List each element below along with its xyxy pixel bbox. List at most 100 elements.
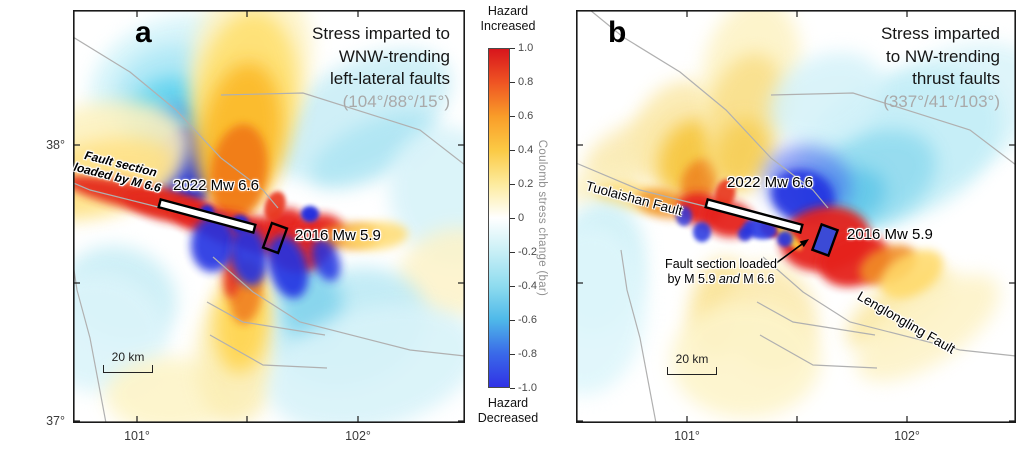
stress-map-b xyxy=(576,10,1016,423)
fault-trace-line xyxy=(209,334,328,369)
fault-trace-line xyxy=(620,249,657,423)
fault-trace-line xyxy=(206,301,326,336)
annotation-arrowhead xyxy=(799,239,809,248)
fault-trace-line xyxy=(576,162,709,208)
title-line: thrust faults xyxy=(912,69,1000,89)
stress-lobe xyxy=(230,226,268,286)
label-loaded-section: Fault section loaded by M 5.9 and M 6.6 xyxy=(665,257,777,286)
stress-map-a xyxy=(73,10,465,423)
y-axis-tick-label: 37° xyxy=(46,414,65,428)
stress-lobe xyxy=(856,274,1000,382)
colorbar-tick xyxy=(510,150,515,152)
panel-b: b Stress imparted to NW-trending thrust … xyxy=(576,10,1016,443)
fault-mechanism-a: (104°/88°/15°) xyxy=(342,91,450,111)
stress-lobe xyxy=(714,118,768,194)
fault-trace-line xyxy=(759,334,878,369)
annotation-arrow-line xyxy=(774,243,803,265)
scale-bar-label: 20 km xyxy=(675,352,709,366)
rupture-2016 xyxy=(261,221,289,255)
fault-trace-line xyxy=(220,92,465,166)
stress-lobe xyxy=(676,206,692,226)
label-2022-rupture: 2022 Mw 6.6 xyxy=(173,177,259,194)
stress-lobe xyxy=(693,222,711,242)
x-axis-tick-label: 101° xyxy=(674,429,700,443)
colorbar-tick xyxy=(510,286,515,288)
stress-lobe xyxy=(344,221,408,251)
fault-trace-line xyxy=(770,92,1016,166)
x-axis-tick-label: 101° xyxy=(124,429,150,443)
label-2022-rupture: 2022 Mw 6.6 xyxy=(727,174,813,191)
stress-lobe xyxy=(396,228,465,322)
fault-trace-line xyxy=(756,301,876,336)
x-axis-tick-label: 102° xyxy=(345,429,371,443)
colorbar-top-label: Hazard Increased xyxy=(480,4,536,33)
colorbar-tick xyxy=(510,48,515,50)
rupture-2022 xyxy=(157,197,257,235)
colorbar-tick-label: -0.2 xyxy=(518,246,537,258)
stress-lobe xyxy=(190,216,236,272)
colorbar-tick-label: 0.2 xyxy=(518,178,534,190)
stress-title-b: Stress imparted to NW-trending thrust fa… xyxy=(881,23,1000,113)
stress-lobe xyxy=(388,126,465,264)
stress-lobe xyxy=(301,206,319,222)
panel-letter-a: a xyxy=(135,16,152,49)
stress-lobe xyxy=(738,227,752,241)
colorbar-tick-label: 1.0 xyxy=(518,42,534,54)
stress-lobe xyxy=(880,249,944,299)
colorbar-tick-label: 0.8 xyxy=(518,76,534,88)
panel-letter-b: b xyxy=(608,16,627,49)
scale-bar-line xyxy=(103,365,153,374)
colorbar-tick xyxy=(510,116,515,118)
rupture-2022 xyxy=(704,197,804,235)
colorbar-gradient xyxy=(488,48,510,388)
colorbar-tick xyxy=(510,388,515,390)
scale-bar-a: 20 km xyxy=(103,350,153,374)
title-line: to NW-trending xyxy=(885,46,1000,66)
colorbar-bottom-label: Hazard Decreased xyxy=(477,396,539,425)
stress-lobe xyxy=(311,238,341,282)
colorbar-tick-label: 0.4 xyxy=(518,144,534,156)
fault-trace-line xyxy=(762,256,1016,357)
title-line: left-lateral faults xyxy=(330,69,450,89)
colorbar-tick xyxy=(510,252,515,254)
stress-lobe xyxy=(267,303,465,423)
colorbar-tick-label: 0.6 xyxy=(518,110,534,122)
title-line: WNW-trending xyxy=(338,46,450,66)
rupture-2016 xyxy=(810,222,840,258)
stress-lobe xyxy=(268,49,452,181)
panel-border xyxy=(73,10,465,423)
x-axis-tick-label: 102° xyxy=(894,429,920,443)
fault-trace-line xyxy=(73,182,159,208)
colorbar-tick-label: -0.6 xyxy=(518,314,537,326)
panel-border xyxy=(576,10,1016,423)
fault-trace-line xyxy=(589,10,829,209)
colorbar-tick-label: -0.4 xyxy=(518,280,537,292)
stress-lobe xyxy=(73,271,168,393)
colorbar-tick-label: 0 xyxy=(518,212,525,224)
scale-bar-label: 20 km xyxy=(111,350,145,364)
fault-trace-line xyxy=(212,256,465,357)
colorbar-tick-label: -1.0 xyxy=(518,382,537,394)
colorbar-tick xyxy=(510,218,515,220)
title-line: Stress imparted to xyxy=(312,24,450,43)
stress-lobe xyxy=(714,179,736,209)
fault-trace-line xyxy=(73,36,279,209)
stress-lobe xyxy=(671,302,821,418)
label-2016-rupture: 2016 Mw 5.9 xyxy=(295,227,381,244)
label-2016-rupture: 2016 Mw 5.9 xyxy=(847,226,933,243)
colorbar-tick xyxy=(510,354,515,356)
scale-bar-b: 20 km xyxy=(667,352,717,376)
colorbar-tick xyxy=(510,82,515,84)
stress-title-a: Stress imparted to WNW-trending left-lat… xyxy=(312,23,450,113)
colorbar: Hazard Increased 1.0 0.8 0.6 0.4 0.2 0 -0.2 -0.… xyxy=(470,0,576,451)
colorbar-tick-label: -0.8 xyxy=(518,348,537,360)
panel-a: a Stress imparted to WNW-trending left-l… xyxy=(46,10,465,443)
stress-lobe xyxy=(777,231,793,247)
scale-bar-line xyxy=(667,367,717,376)
title-line: Stress imparted xyxy=(880,24,1000,43)
colorbar-tick xyxy=(510,184,515,186)
colorbar-axis-label: Coulomb stress change (bar) xyxy=(536,139,548,297)
y-axis-tick-label: 38° xyxy=(46,138,65,152)
stress-lobe xyxy=(310,111,436,189)
